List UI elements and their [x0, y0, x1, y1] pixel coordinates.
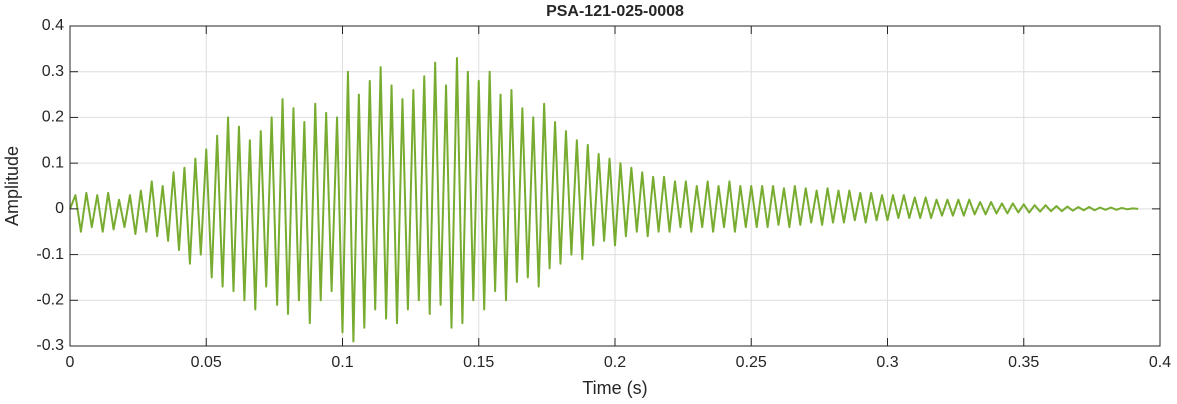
x-tick-label: 0.3	[876, 354, 898, 371]
x-tick-label: 0.4	[1149, 354, 1171, 371]
x-tick-label: 0.1	[331, 354, 353, 371]
chart-title: PSA-121-025-0008	[546, 3, 684, 20]
y-tick-label: -0.1	[36, 246, 64, 263]
x-tick-label: 0	[66, 354, 75, 371]
y-tick-label: 0.4	[42, 17, 64, 34]
y-tick-label: -0.2	[36, 292, 64, 309]
y-tick-label: 0	[55, 200, 64, 217]
x-tick-label: 0.2	[604, 354, 626, 371]
x-tick-label: 0.25	[736, 354, 767, 371]
y-axis-label: Amplitude	[2, 146, 22, 226]
x-tick-label: 0.15	[463, 354, 494, 371]
y-tick-label: 0.2	[42, 109, 64, 126]
y-tick-label: -0.3	[36, 337, 64, 354]
data-line	[69, 57, 1139, 343]
y-tick-label: 0.3	[42, 63, 64, 80]
x-tick-label: 0.05	[191, 354, 222, 371]
x-axis-label: Time (s)	[582, 378, 647, 398]
y-tick-label: 0.1	[42, 154, 64, 171]
x-tick-label: 0.35	[1008, 354, 1039, 371]
